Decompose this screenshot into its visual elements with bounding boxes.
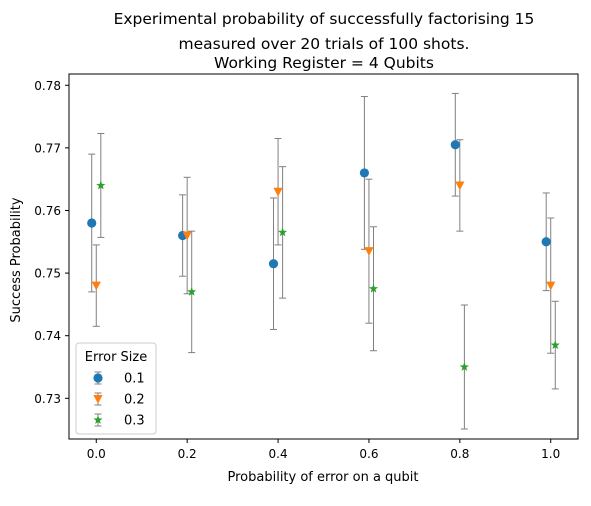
data-markers bbox=[87, 140, 560, 371]
legend-box bbox=[75, 342, 157, 435]
data-point-series-2 bbox=[91, 281, 101, 291]
x-tick-label: 0.6 bbox=[359, 447, 378, 461]
data-point-series-2 bbox=[364, 247, 374, 256]
x-tick-label: 0.8 bbox=[450, 447, 469, 461]
plot-area bbox=[68, 73, 579, 440]
legend-title: Error Size bbox=[85, 350, 148, 365]
x-tick-label: 0.2 bbox=[178, 447, 197, 461]
data-point-series-2 bbox=[182, 231, 192, 241]
x-tick-label: 0.4 bbox=[269, 447, 288, 461]
y-tick-label: 0.76 bbox=[34, 204, 61, 218]
data-point-series-3 bbox=[459, 362, 469, 371]
chart-title-line-3: Working Register = 4 Qubits bbox=[214, 54, 434, 72]
x-tick-label: 0.0 bbox=[87, 447, 106, 461]
error-bars bbox=[88, 92, 559, 430]
legend-marker bbox=[93, 373, 103, 383]
data-point-series-3 bbox=[278, 227, 288, 237]
legend-item: 0.3 bbox=[93, 413, 145, 429]
data-point-series-2 bbox=[455, 181, 465, 191]
y-axis-ticks: 0.73 0.74 0.75 0.76 0.77 0.78 bbox=[34, 79, 69, 406]
chart-title-line-1: Experimental probability of successfully… bbox=[114, 10, 535, 28]
data-point-series-3 bbox=[187, 287, 197, 296]
data-point-series-1 bbox=[450, 140, 460, 150]
y-tick-label: 0.78 bbox=[34, 79, 61, 93]
legend-item: 0.1 bbox=[93, 371, 145, 387]
data-point-series-3 bbox=[96, 180, 106, 190]
chart-title: Experimental probability of successfully… bbox=[114, 10, 535, 72]
legend-label: 0.1 bbox=[124, 372, 145, 387]
y-tick-label: 0.77 bbox=[34, 141, 61, 155]
legend: Error Size 0.1 0.2 0.3 bbox=[75, 342, 157, 435]
legend-marker bbox=[93, 415, 103, 424]
x-tick-label: 1.0 bbox=[541, 447, 560, 461]
data-point-series-3 bbox=[368, 283, 379, 293]
y-axis-label: Success Probability bbox=[9, 197, 24, 322]
chart-title-line-2: measured over 20 trials of 100 shots. bbox=[179, 35, 470, 53]
y-tick-label: 0.74 bbox=[34, 329, 61, 343]
legend-items: 0.1 0.2 0.3 bbox=[93, 371, 145, 429]
data-point-series-1 bbox=[541, 237, 551, 247]
legend-item: 0.2 bbox=[93, 392, 145, 408]
x-axis-ticks: 0.0 0.2 0.4 0.6 0.8 1.0 bbox=[87, 439, 560, 461]
y-tick-label: 0.75 bbox=[34, 267, 61, 281]
data-point-series-1 bbox=[359, 168, 370, 178]
x-axis-label: Probability of error on a qubit bbox=[228, 470, 419, 485]
data-point-series-1 bbox=[268, 259, 279, 269]
data-point-series-2 bbox=[273, 187, 283, 197]
legend-label: 0.3 bbox=[124, 414, 145, 429]
data-point-series-1 bbox=[87, 218, 97, 228]
data-point-series-3 bbox=[550, 340, 560, 349]
y-tick-label: 0.73 bbox=[34, 392, 61, 406]
data-point-series-2 bbox=[546, 281, 556, 291]
legend-marker bbox=[93, 395, 103, 404]
legend-label: 0.2 bbox=[124, 393, 145, 408]
